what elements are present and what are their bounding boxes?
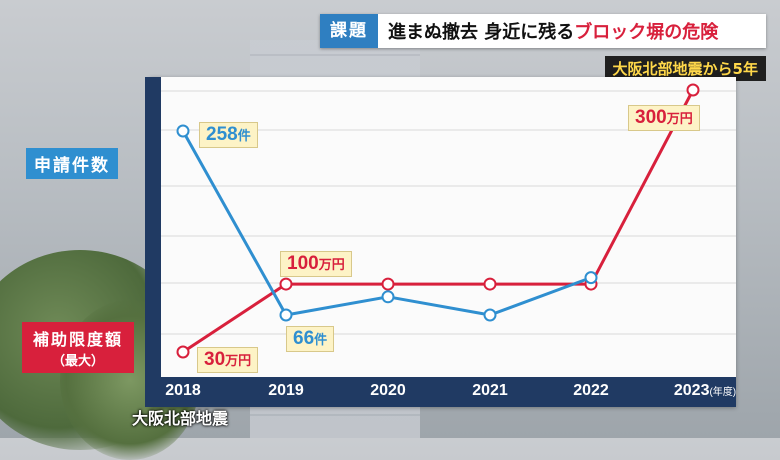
subtitle: 大阪北部地震から5年 [604,56,766,81]
data-label-subsidy-2019: 100万円 [280,251,352,277]
x-tick-2022: 2022 [573,382,609,399]
x-tick-2018: 2018 [165,382,201,399]
x-axis-bar [145,377,736,407]
point-applications-2021 [483,308,497,322]
headline-banner: 課題 進まぬ撤去 身近に残るブロック塀の危険 [320,14,766,48]
x-tick-2020: 2020 [370,382,406,399]
series-label-applications: 申請件数 [26,148,118,179]
point-applications-2020 [381,290,395,304]
x-tick-2023: 2023(年度) [673,382,737,399]
data-label-applications-2018: 258件 [199,122,258,148]
point-subsidy-2019 [279,277,293,291]
headline-black: 進まぬ撤去 身近に残る [388,22,575,43]
point-applications-2019 [279,308,293,322]
headline-red: ブロック塀の危険 [574,22,719,43]
y-axis-bar [145,77,161,377]
point-subsidy-2020 [381,277,395,291]
point-subsidy-2018 [176,345,190,359]
x-tick-2021: 2021 [472,382,508,399]
data-label-subsidy-2018: 30万円 [197,347,259,373]
earthquake-annotation: 大阪北部地震 [132,409,229,428]
x-tick-2019: 2019 [268,382,304,399]
series-label-subsidy: 補助限度額 （最大） [22,322,134,373]
headline-text: 進まぬ撤去 身近に残るブロック塀の危険 [378,18,718,44]
point-applications-2022 [584,271,598,285]
point-subsidy-2021 [483,277,497,291]
data-label-subsidy-2023: 300万円 [628,105,700,131]
point-subsidy-2023 [686,83,700,97]
x-axis-unit: (年度) [709,387,737,398]
topic-badge: 課題 [320,14,378,48]
series-layer [176,83,700,359]
subsidy-label-line2: （最大） [51,354,104,369]
series-line-subsidy [182,89,695,354]
data-label-applications-2019: 66件 [286,326,335,352]
subsidy-label-line1: 補助限度額 [32,330,123,349]
point-applications-2018 [176,124,190,138]
